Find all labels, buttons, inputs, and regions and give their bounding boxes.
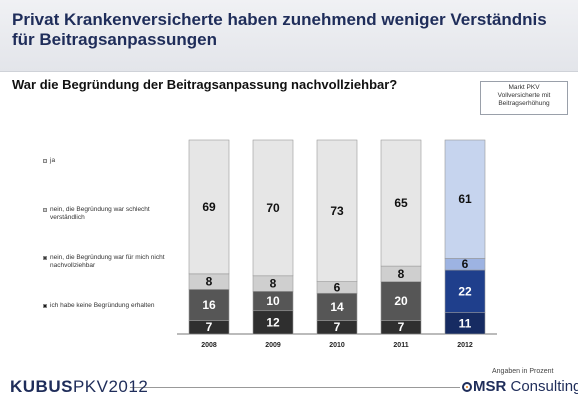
bar-segment-ja-2010 bbox=[316, 139, 358, 282]
bar-segment-ja-2009 bbox=[252, 139, 294, 277]
legend-swatch bbox=[43, 208, 47, 212]
info-line: Beitragserhöhung bbox=[498, 100, 550, 107]
legend-swatch bbox=[43, 256, 47, 260]
data-label-nicht-2010: 14 bbox=[330, 300, 344, 314]
legend-label: nein, die Begründung war schlecht verstä… bbox=[50, 206, 150, 221]
x-tick-label-2008: 2008 bbox=[201, 342, 217, 349]
msr-logo-icon bbox=[462, 382, 472, 392]
data-label-nicht-2012: 22 bbox=[458, 284, 472, 298]
data-label-nicht-2009: 10 bbox=[266, 294, 280, 308]
x-tick-label-2012: 2012 bbox=[457, 342, 473, 349]
units-note: Angaben in Prozent bbox=[492, 368, 554, 375]
info-line: Vollversicherte mit bbox=[497, 92, 551, 99]
company-logo: MSR Consulting bbox=[462, 378, 578, 395]
info-box: Markt PKV Vollversicherte mit Beitragser… bbox=[480, 81, 568, 115]
brand-regular: PKV2012 bbox=[72, 377, 149, 396]
data-label-schlecht-2008: 8 bbox=[206, 275, 213, 289]
brand-logo: KUBUSPKV2012 bbox=[10, 377, 148, 397]
legend-swatch bbox=[43, 159, 47, 163]
bar-segment-nicht-2010 bbox=[316, 292, 358, 321]
header-banner bbox=[0, 0, 578, 72]
chart-subtitle: War die Begründung der Beitragsanpassung… bbox=[12, 77, 398, 92]
bar-segment-ja-2008 bbox=[188, 139, 230, 275]
bar-segment-nicht-2011 bbox=[380, 281, 422, 321]
page-title: Privat Krankenversicherte haben zunehmen… bbox=[12, 10, 547, 49]
data-label-ja-2009: 70 bbox=[266, 201, 280, 215]
legend-item-keine: ich habe keine Begründung erhalten bbox=[43, 302, 180, 310]
footer-divider bbox=[130, 387, 460, 388]
info-line: Markt PKV bbox=[508, 84, 540, 91]
data-label-nicht-2011: 20 bbox=[394, 294, 408, 308]
data-label-keine-2009: 12 bbox=[266, 315, 280, 329]
data-label-ja-2008: 69 bbox=[202, 200, 216, 214]
x-tick-label-2010: 2010 bbox=[329, 342, 345, 349]
legend-item-nicht: nein, die Begründung war für mich nicht … bbox=[43, 254, 180, 270]
brand-bold: KUBUS bbox=[10, 377, 73, 396]
data-label-keine-2012: 11 bbox=[459, 316, 472, 330]
legend-item-schlecht: nein, die Begründung war schlecht verstä… bbox=[43, 206, 180, 222]
data-label-schlecht-2011: 8 bbox=[398, 267, 405, 281]
legend-label: nein, die Begründung war für mich nicht … bbox=[50, 254, 165, 269]
data-label-keine-2010: 7 bbox=[334, 320, 341, 334]
x-tick-label-2011: 2011 bbox=[393, 342, 408, 349]
legend-swatch bbox=[43, 304, 47, 308]
data-label-keine-2011: 7 bbox=[398, 320, 405, 334]
bar-segment-nicht-2012 bbox=[444, 269, 486, 313]
legend-label: ich habe keine Begründung erhalten bbox=[50, 302, 155, 309]
data-label-schlecht-2009: 8 bbox=[270, 277, 277, 291]
data-label-nicht-2008: 16 bbox=[202, 298, 216, 312]
data-label-ja-2011: 65 bbox=[394, 196, 408, 210]
data-label-schlecht-2010: 6 bbox=[334, 280, 341, 294]
data-label-ja-2012: 61 bbox=[458, 192, 472, 206]
data-label-schlecht-2012: 6 bbox=[462, 257, 469, 271]
bar-segment-ja-2011 bbox=[380, 139, 422, 267]
data-label-keine-2008: 7 bbox=[206, 320, 213, 334]
legend-item-ja: ja bbox=[43, 157, 180, 165]
legend-label: ja bbox=[50, 157, 56, 164]
company-regular: Consulting bbox=[506, 378, 578, 395]
bar-segment-nicht-2008 bbox=[188, 289, 230, 321]
data-label-ja-2010: 73 bbox=[330, 204, 344, 218]
bar-segment-ja-2012 bbox=[444, 139, 486, 259]
company-bold: MSR bbox=[473, 378, 507, 395]
x-tick-label-2009: 2009 bbox=[265, 342, 281, 349]
